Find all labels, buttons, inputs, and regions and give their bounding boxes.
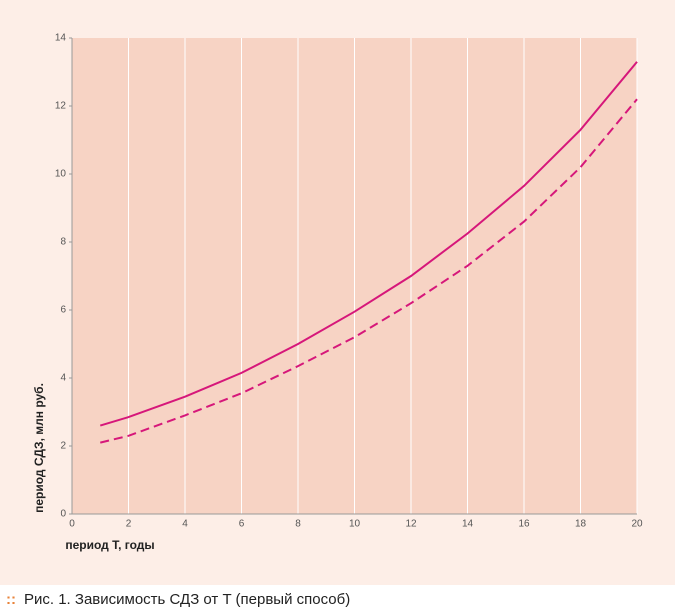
y-tick-label: 10	[55, 169, 67, 180]
y-tick-label: 0	[60, 509, 66, 520]
x-tick-label: 6	[239, 519, 245, 530]
x-tick-label: 20	[631, 519, 643, 530]
y-tick-label: 6	[60, 305, 66, 316]
x-tick-label: 12	[405, 519, 417, 530]
y-tick-label: 14	[55, 33, 67, 44]
x-tick-label: 18	[575, 519, 587, 530]
y-axis-label: период СДЗ, млн руб.	[32, 383, 46, 513]
x-tick-label: 10	[349, 519, 361, 530]
x-axis-label: период T, годы	[65, 538, 154, 552]
caption: :: Рис. 1. Зависимость СДЗ от T (первый с…	[6, 591, 350, 608]
x-tick-label: 8	[295, 519, 301, 530]
y-tick-label: 2	[60, 441, 66, 452]
line-series	[100, 98, 638, 444]
y-tick-label: 12	[55, 101, 67, 112]
x-tick-label: 0	[69, 519, 75, 530]
x-tick-label: 14	[462, 519, 474, 530]
line-series	[99, 61, 638, 427]
y-tick-label: 4	[60, 373, 66, 384]
x-tick-label: 16	[518, 519, 530, 530]
x-tick-label: 4	[182, 519, 188, 530]
caption-marker: ::	[6, 591, 16, 608]
chart: период T, годы период СДЗ, млн руб. 0 2 4 6…	[0, 0, 675, 585]
caption-text: Рис. 1. Зависимость СДЗ от T (первый спо…	[24, 591, 351, 608]
y-tick-label: 8	[60, 237, 66, 248]
x-tick-label: 2	[126, 519, 132, 530]
